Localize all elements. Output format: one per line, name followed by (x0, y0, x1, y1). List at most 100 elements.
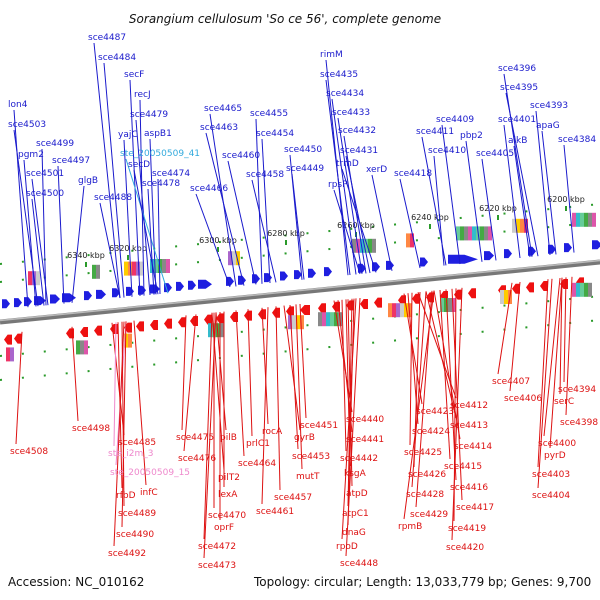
reverse-gene-label: sce4420 (446, 543, 484, 553)
forward-gene-arrow (126, 286, 134, 296)
leader-line (299, 303, 307, 419)
gene-function-block (132, 261, 136, 276)
reverse-gene-label: sce4428 (406, 490, 444, 500)
forward-gene-label: sce4409 (436, 115, 474, 125)
gene-function-block (404, 303, 408, 318)
reverse-gene-label: ste_i2m_3 (108, 449, 153, 459)
reverse-gene-arrow (136, 321, 144, 332)
forward-gene-arrow (84, 291, 92, 301)
leader-line (31, 198, 45, 306)
leader-line (451, 288, 463, 501)
reverse-gene-label: sce4394 (558, 385, 596, 395)
forward-gene-label: sce4460 (222, 151, 260, 161)
leader-line (513, 145, 531, 258)
tick-label: 6240 kbp (411, 213, 449, 222)
forward-gene-label: sce4501 (26, 169, 64, 179)
leader-line (111, 322, 125, 436)
gene-function-block (128, 261, 132, 276)
forward-gene-label: ste_20050509_41 (120, 149, 200, 159)
forward-gene-label: sce4497 (52, 156, 90, 166)
tick-label: 6280 kbp (267, 229, 305, 238)
gene-function-block (520, 218, 524, 233)
forward-gene-arrow (386, 260, 394, 270)
forward-gene-arrow (504, 249, 512, 259)
leader-line (439, 289, 451, 460)
reverse-gene-label: sce4417 (456, 503, 494, 513)
reverse-gene-label: dnaG (342, 528, 366, 538)
genome-title: Sorangium cellulosum 'So ce 56', complet… (129, 12, 441, 26)
forward-gene-arrow (176, 281, 184, 291)
leader-line (71, 185, 85, 303)
leader-line (347, 298, 355, 526)
tick-label: 6220 kbp (479, 204, 517, 213)
gene-function-block (296, 315, 300, 330)
reverse-gene-arrow (540, 281, 548, 291)
reverse-gene-label: prlC1 (246, 439, 270, 449)
reverse-gene-label: sce4440 (346, 415, 384, 425)
forward-gene-label: sce4499 (36, 139, 74, 149)
gene-function-block (512, 218, 516, 233)
forward-gene-label: sce4432 (338, 126, 376, 136)
forward-gene-arrow (264, 273, 272, 283)
reverse-gene-label: pilB (220, 433, 237, 443)
reverse-gene-label: atpD (346, 489, 368, 499)
leader-line (261, 307, 269, 425)
forward-gene-label: secF (124, 70, 144, 80)
leader-line (371, 174, 393, 271)
gene-function-block (232, 251, 236, 266)
reverse-gene-arrow (300, 305, 310, 315)
reverse-gene-arrow (346, 300, 354, 311)
forward-gene-label: sce4455 (250, 109, 288, 119)
forward-gene-arrow (198, 279, 212, 289)
leader-line (563, 277, 567, 383)
gene-function-block (166, 259, 170, 273)
leader-line (465, 140, 483, 262)
leader-line (203, 312, 217, 559)
reverse-gene-label: sce4457 (274, 493, 312, 503)
reverse-gene-label: sce4473 (198, 561, 236, 571)
tick-label: 6260 kbp (337, 221, 375, 230)
gene-function-block (136, 261, 140, 276)
forward-gene-label: sce4450 (284, 145, 322, 155)
label-leader-lines (13, 42, 575, 559)
reverse-gene-label: sce4426 (408, 470, 446, 480)
leader-line (549, 277, 563, 449)
gene-function-block (162, 259, 166, 273)
gene-function-block (388, 303, 392, 318)
forward-gene-arrow (2, 299, 10, 309)
forward-gene-label: alkB (508, 136, 527, 146)
gene-function-block (96, 264, 100, 279)
leader-line (195, 193, 231, 288)
reverse-gene-arrow (4, 334, 12, 345)
leader-line (289, 304, 299, 450)
leader-line (13, 109, 29, 308)
reverse-gene-label: sce4419 (448, 524, 486, 534)
gene-labels: sce4487 sce4484 secF recJ sce4479 yajC aspB1 st… (8, 33, 598, 571)
reverse-gene-label: sce4508 (10, 447, 48, 457)
forward-gene-label: sce4396 (498, 64, 536, 74)
reverse-gene-label: sce4464 (238, 459, 276, 469)
gene-function-block (592, 212, 596, 227)
gene-function-block (364, 238, 368, 253)
forward-gene-label: sce4435 (320, 70, 358, 80)
forward-gene-label: sce4474 (152, 169, 190, 179)
leader-line (503, 124, 521, 259)
gene-function-block (140, 261, 144, 276)
forward-gene-arrow (372, 262, 380, 272)
reverse-gene-label: sce4470 (208, 511, 246, 521)
reverse-gene-arrow (94, 325, 102, 336)
forward-gene-arrow (448, 254, 478, 264)
gene-function-block (326, 312, 330, 327)
forward-gene-label: sce4465 (204, 104, 242, 114)
reverse-gene-arrow (80, 327, 88, 337)
leader-line (563, 144, 575, 253)
gene-function-block (36, 271, 40, 286)
leader-line (333, 189, 361, 275)
reverse-gene-label: pilT2 (218, 473, 240, 483)
leader-line (537, 278, 553, 489)
reverse-gene-arrow (360, 299, 368, 309)
leader-line (31, 178, 49, 306)
reverse-gene-arrow (526, 282, 534, 293)
leader-line (125, 158, 169, 294)
gene-function-block (452, 298, 456, 312)
